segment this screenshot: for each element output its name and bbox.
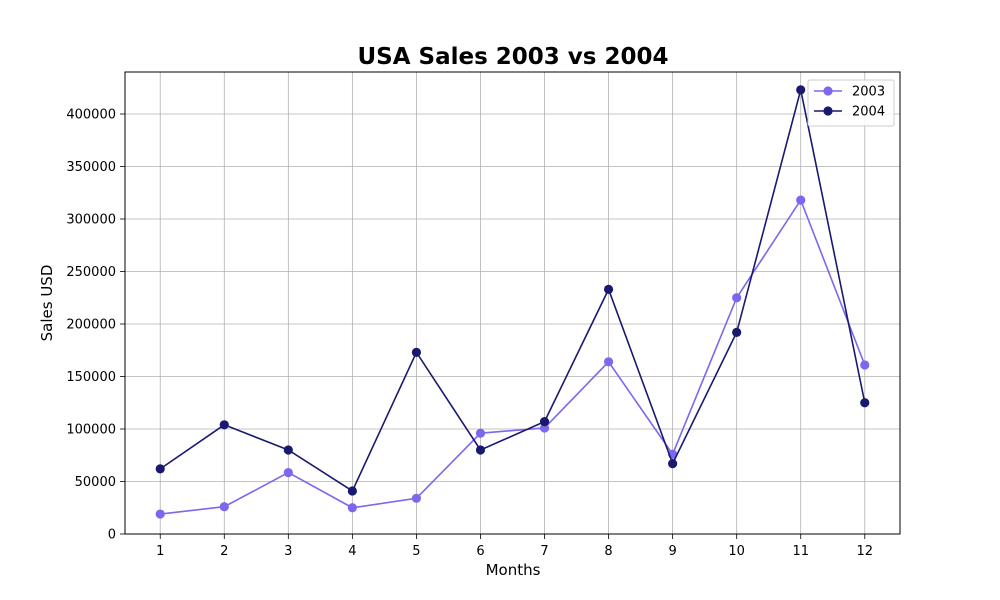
y-tick-label: 400000 [66,108,116,123]
y-tick-label: 350000 [66,160,116,175]
x-tick-label: 10 [728,544,745,559]
data-point-2004 [155,464,165,474]
x-tick-label: 12 [856,544,873,559]
x-tick-label: 4 [348,544,356,559]
data-point-2004 [539,417,550,427]
ticks: 1 2 3 4 5 6 7 8 9 10 11 120500001000001500002000002… [66,108,873,560]
x-tick-label: 5 [412,544,420,559]
legend-label: 2004 [852,105,885,120]
data-point-2004 [475,445,486,455]
legend-marker [823,86,833,96]
y-tick-label: 100000 [66,423,116,438]
data-point-2004 [411,347,422,357]
x-tick-label: 6 [476,544,484,559]
chart-title: USA Sales 2003 vs 2004 [357,44,668,70]
x-tick-label: 11 [792,544,809,559]
y-tick-label: 250000 [66,265,116,280]
y-tick-label: 0 [108,528,116,543]
x-tick-label: 3 [284,544,292,559]
x-tick-label: 8 [604,544,612,559]
data-point-2004 [219,420,229,430]
y-axis-label: Sales USD [38,265,56,342]
data-point-2003 [219,502,229,512]
legend-marker [823,106,833,116]
grid [125,72,900,535]
data-point-2004 [732,327,742,337]
series-line-2003 [160,198,866,515]
legend-item-2003: 2003 [814,85,885,100]
data-point-2004 [860,398,870,408]
x-tick-label: 1 [156,544,164,559]
plot-frame [124,71,901,535]
data-point-2003 [539,423,550,433]
data-point-2003 [603,357,614,367]
data-point-2003 [475,428,486,438]
data-point-2004 [668,459,678,469]
y-tick-label: 150000 [66,370,116,385]
data-point-2003 [411,493,422,503]
data-point-2003 [347,503,357,513]
y-tick-label: 200000 [66,318,116,333]
legend: 2003 2004 [807,79,895,127]
x-tick-label: 2 [220,544,228,559]
legend-item-2004: 2004 [814,105,885,120]
data-point-2004 [347,486,357,496]
data-point-2004 [796,85,806,95]
series-2003 [155,195,870,519]
x-tick-label: 9 [668,544,676,559]
data-point-2004 [603,284,614,294]
series-2004 [155,85,870,496]
x-tick-label: 7 [540,544,548,559]
data-point-2003 [860,360,870,370]
data-point-2003 [732,293,742,303]
y-tick-label: 50000 [75,475,116,490]
series-layer [155,85,870,519]
data-point-2003 [796,195,806,205]
data-point-2003 [155,509,165,519]
data-point-2004 [283,445,293,455]
legend-label: 2003 [852,85,885,100]
data-point-2003 [283,467,293,478]
axes [124,71,901,535]
series-line-2004 [159,89,866,493]
x-axis-label: Months [486,561,541,579]
y-tick-label: 300000 [66,213,116,228]
